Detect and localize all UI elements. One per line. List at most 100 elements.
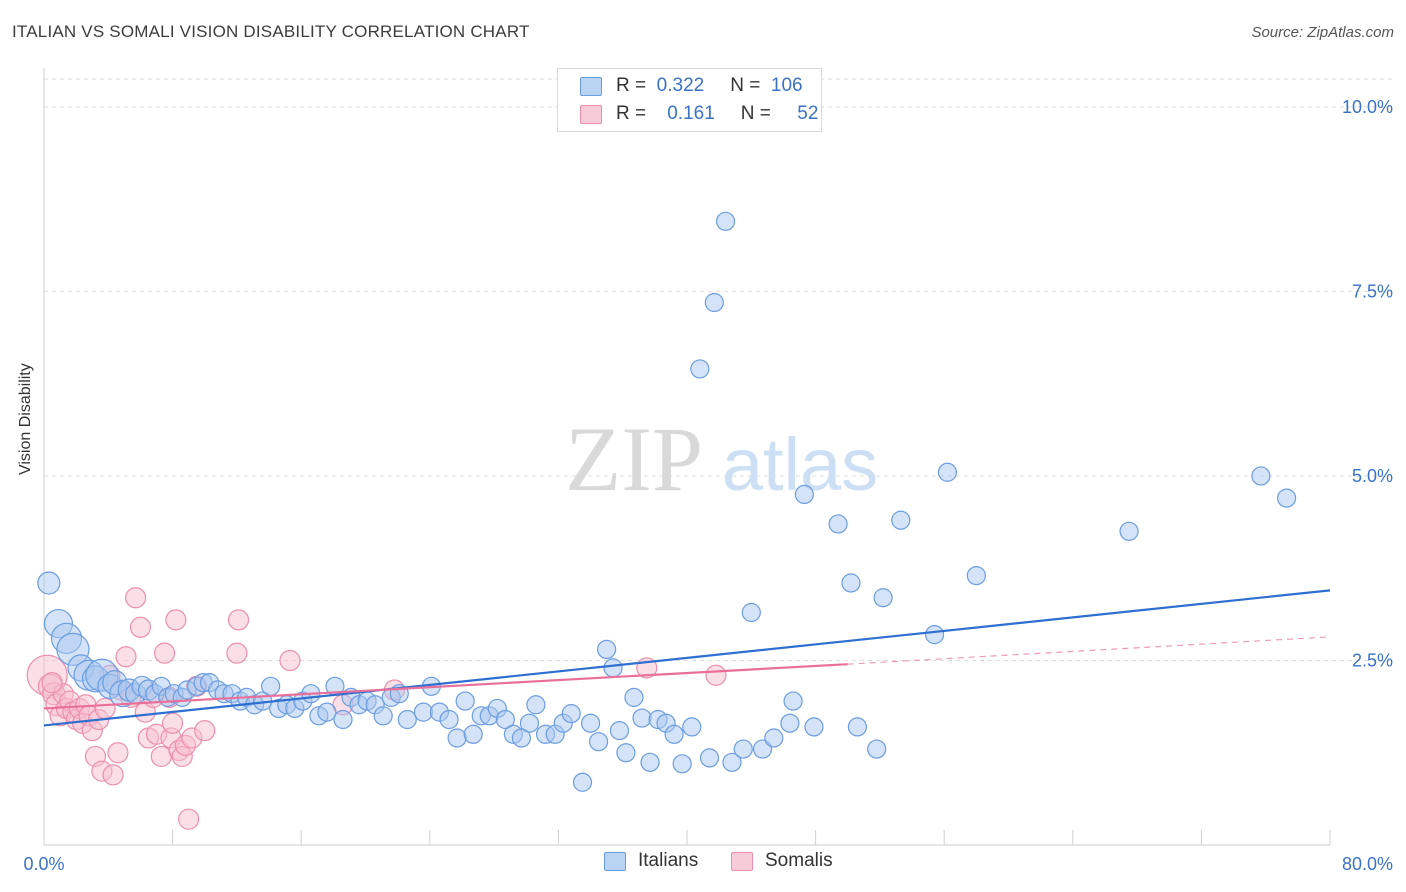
italians-point [783, 691, 803, 711]
italians-point [609, 720, 630, 741]
italians-point [715, 211, 736, 231]
somalis-point [153, 642, 176, 664]
italians-point [764, 728, 784, 748]
italians-point [966, 565, 986, 586]
correlation-legend: R = 0.322 N = 106 R = 0.161 N = 52 [557, 68, 822, 132]
somalis-swatch [731, 851, 753, 871]
somalis-point [705, 664, 727, 686]
tick-labels: 2.5% 5.0% 7.5% 10.0% 0.0% 80.0% [23, 97, 1393, 874]
source-label: Source: ZipAtlas.com [1251, 24, 1394, 41]
italians-point [519, 713, 540, 733]
italians-point [794, 484, 814, 505]
italians-point [37, 571, 61, 595]
legend-item-italians[interactable]: Italians [604, 850, 698, 872]
italians-point [624, 687, 644, 707]
n-value: 106 [770, 75, 803, 96]
italians-point [733, 739, 753, 759]
italians-point [447, 728, 467, 748]
axes [43, 68, 1331, 846]
r-value: 0.322 [656, 75, 705, 96]
italians-point [495, 709, 515, 730]
somalis-points [26, 587, 727, 830]
somalis-point [165, 609, 187, 631]
italians-point [1119, 521, 1139, 541]
italians-point [682, 717, 702, 737]
italians-point [847, 717, 867, 737]
series-legend: Italians Somalis [0, 850, 1406, 878]
italians-trend-line [43, 589, 1331, 727]
italians-point [1276, 488, 1297, 508]
italians-point [511, 728, 532, 748]
legend-label-somalis: Somalis [765, 850, 833, 871]
somalis-point [107, 742, 129, 764]
italians-point [588, 732, 609, 752]
x-tick-label: 0.0% [23, 854, 64, 874]
somalis-point [227, 609, 250, 631]
italians-point [672, 754, 692, 774]
italians-point [690, 359, 710, 379]
somalis-point [41, 672, 63, 694]
italians-point [891, 510, 911, 530]
italians-point [741, 602, 761, 623]
r-value: 0.161 [667, 103, 715, 124]
somalis-point [162, 712, 184, 734]
italians-point [597, 639, 617, 660]
italians-point [841, 573, 861, 593]
italians-point [804, 717, 824, 737]
somalis-swatch [580, 104, 602, 124]
legend-row-somalis: R = 0.161 N = 52 [580, 103, 818, 125]
somalis-point [129, 616, 152, 638]
somalis-point [150, 745, 172, 768]
italians-point [924, 625, 945, 645]
somalis-point [194, 719, 216, 742]
italians-point [580, 713, 601, 733]
italians-point [413, 702, 433, 722]
somalis-point [178, 808, 200, 830]
italians-point [561, 704, 581, 724]
legend-label-italians: Italians [638, 850, 699, 871]
n-label: N = [730, 75, 761, 96]
italians-point [603, 658, 623, 678]
r-label: R = [616, 103, 647, 124]
y-tick-label: 7.5% [1352, 281, 1393, 301]
chart-title: ITALIAN VS SOMALI VISION DISABILITY CORR… [12, 22, 530, 41]
trend-lines [43, 589, 1331, 727]
y-tick-label: 2.5% [1352, 650, 1393, 670]
italians-point [1251, 466, 1271, 486]
y-tick-label: 10.0% [1342, 97, 1393, 117]
legend-row-italians: R = 0.322 N = 106 [580, 75, 803, 97]
italians-point [317, 702, 337, 722]
italians-point [526, 695, 546, 715]
somalis-trend-line [43, 663, 848, 710]
italians-point [873, 588, 893, 608]
italians-point [867, 739, 887, 759]
italians-point [722, 752, 742, 772]
somalis-point [115, 646, 137, 668]
italians-point [632, 708, 652, 728]
legend-item-somalis[interactable]: Somalis [731, 850, 833, 872]
italians-swatch [604, 851, 626, 871]
n-label: N = [740, 103, 771, 124]
italians-point [704, 292, 724, 313]
grid-lines [44, 78, 1392, 661]
italians-point [780, 713, 800, 733]
italians-point [333, 709, 353, 730]
n-value: 52 [797, 103, 819, 124]
italians-point [439, 709, 459, 730]
italians-point [455, 691, 475, 711]
x-tick-label: 80.0% [1342, 854, 1393, 874]
italians-point [572, 772, 593, 792]
somalis-point [226, 642, 248, 664]
italians-point [397, 709, 417, 730]
italians-point [640, 752, 660, 772]
somalis-trend-extension [847, 636, 1331, 665]
somalis-point [125, 587, 147, 609]
italians-point [616, 743, 636, 763]
italians-point [261, 676, 281, 696]
italians-swatch [580, 76, 602, 96]
somalis-point [102, 764, 124, 786]
r-label: R = [616, 75, 647, 96]
italians-point [699, 748, 720, 768]
somalis-point [279, 649, 301, 672]
